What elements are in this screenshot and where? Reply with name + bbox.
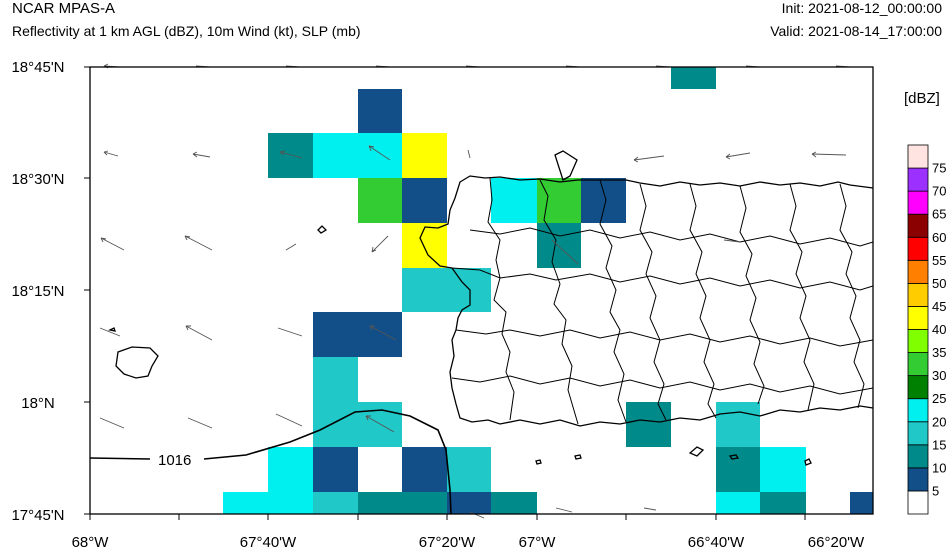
colorbar-level-label: 50 xyxy=(932,276,946,291)
reflectivity-cell xyxy=(402,223,447,268)
municipal-boundaries xyxy=(451,177,874,425)
reflectivity-cell xyxy=(402,178,447,223)
isobar-label: 1016 xyxy=(158,452,191,469)
reflectivity-cell xyxy=(671,67,716,89)
reflectivity-cell xyxy=(313,447,358,492)
reflectivity-cell xyxy=(402,447,447,492)
reflectivity-cell xyxy=(268,447,313,492)
reflectivity-cell xyxy=(581,178,626,223)
lon-label: 66°40'W xyxy=(688,534,745,551)
colorbar-swatch xyxy=(907,421,929,446)
reflectivity-cell xyxy=(223,492,313,514)
reflectivity-cell xyxy=(716,492,760,514)
colorbar-level-label: 40 xyxy=(932,322,946,337)
colorbar: 5 10 15 20 25 30 35 40 45 50 55 60 65 70 75 xyxy=(907,144,946,515)
colorbar-swatch xyxy=(907,213,929,238)
field-title: Reflectivity at 1 km AGL (dBZ), 10m Wind… xyxy=(12,23,361,39)
lat-label: 17°45'N xyxy=(11,507,64,524)
lon-label: 67°W xyxy=(519,534,557,551)
colorbar-level-label: 30 xyxy=(932,368,946,383)
colorbar-swatch xyxy=(907,490,929,515)
colorbar-level-label: 75 xyxy=(932,161,946,176)
reflectivity-cell xyxy=(537,178,581,223)
lat-label: 18°N xyxy=(21,395,55,412)
reflectivity-cells xyxy=(223,67,873,514)
reflectivity-cell xyxy=(491,492,537,514)
lon-label: 67°20'W xyxy=(419,534,476,551)
lon-label: 68°W xyxy=(72,534,110,551)
reflectivity-cell xyxy=(358,492,447,514)
colorbar-level-label: 20 xyxy=(932,414,946,429)
reflectivity-cell xyxy=(313,492,358,514)
reflectivity-cell xyxy=(447,492,491,514)
lat-label: 18°30'N xyxy=(11,171,64,188)
colorbar-unit: [dBZ] xyxy=(904,90,940,107)
lon-label: 66°20'W xyxy=(808,534,865,551)
lon-ticks xyxy=(89,514,806,520)
reflectivity-cell xyxy=(358,89,402,134)
lon-label: 67°40'W xyxy=(240,534,297,551)
reflectivity-cell xyxy=(402,133,447,178)
reflectivity-cell xyxy=(760,492,806,514)
valid-time: Valid: 2021-08-14_17:00:00 xyxy=(770,23,942,39)
reflectivity-cell xyxy=(313,357,358,402)
reflectivity-cell xyxy=(358,178,402,223)
lat-label: 18°45'N xyxy=(11,59,64,76)
reflectivity-cell xyxy=(402,268,491,312)
init-time: Init: 2021-08-12_00:00:00 xyxy=(781,0,942,16)
isobar-1016: 1016 xyxy=(89,409,452,515)
reflectivity-cell xyxy=(626,402,671,447)
reflectivity-cell xyxy=(268,133,313,178)
colorbar-swatch xyxy=(907,306,929,330)
reflectivity-cell xyxy=(313,402,402,447)
colorbar-level-label: 35 xyxy=(932,345,946,360)
colorbar-level-label: 60 xyxy=(932,230,946,245)
model-title: NCAR MPAS-A xyxy=(12,0,116,17)
colorbar-swatch xyxy=(907,144,929,169)
colorbar-swatch xyxy=(907,352,929,377)
reflectivity-cell xyxy=(491,178,537,223)
colorbar-level-label: 70 xyxy=(932,184,946,199)
reflectivity-cell xyxy=(447,447,491,492)
colorbar-level-label: 45 xyxy=(932,299,946,314)
colorbar-level-label: 65 xyxy=(932,207,946,222)
colorbar-swatch xyxy=(907,167,929,192)
lat-ticks xyxy=(84,66,90,515)
coastline xyxy=(108,150,874,466)
colorbar-level-label: 10 xyxy=(932,460,946,475)
colorbar-level-label: 25 xyxy=(932,391,946,406)
reflectivity-cell xyxy=(760,447,806,492)
reflectivity-cell xyxy=(313,312,402,357)
reflectivity-cell xyxy=(850,492,873,514)
colorbar-swatch xyxy=(907,190,929,215)
reflectivity-cell xyxy=(716,447,760,492)
colorbar-swatch xyxy=(907,282,929,307)
colorbar-swatch xyxy=(907,329,929,353)
colorbar-swatch xyxy=(907,467,929,492)
colorbar-level-label: 55 xyxy=(932,253,946,268)
colorbar-level-label: 5 xyxy=(932,483,939,498)
colorbar-level-label: 15 xyxy=(932,437,946,452)
reflectivity-cell xyxy=(716,402,760,447)
colorbar-swatch xyxy=(907,375,929,400)
colorbar-swatch xyxy=(907,259,929,284)
colorbar-swatch xyxy=(907,398,929,423)
lat-label: 18°15'N xyxy=(11,283,64,300)
colorbar-swatch xyxy=(907,236,929,261)
colorbar-swatch xyxy=(907,444,929,469)
reflectivity-cell xyxy=(313,133,402,178)
